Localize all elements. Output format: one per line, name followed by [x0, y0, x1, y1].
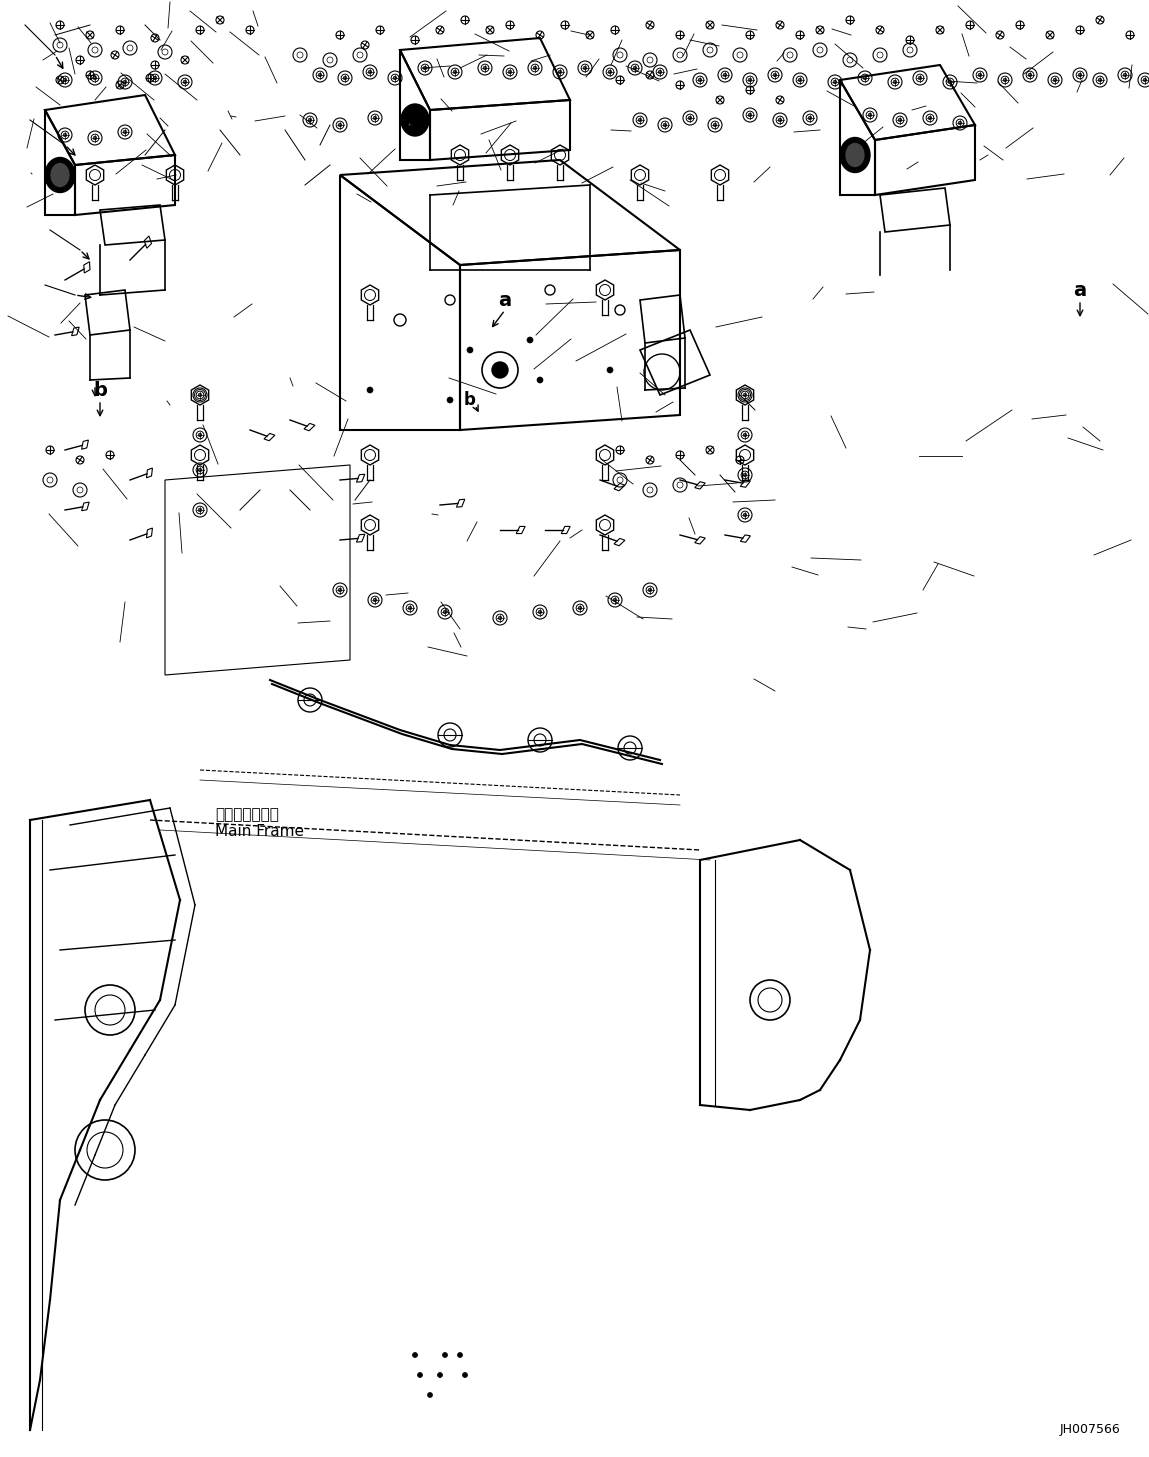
Circle shape: [743, 433, 747, 437]
Circle shape: [93, 76, 97, 80]
Text: a: a: [1073, 281, 1087, 300]
Circle shape: [318, 73, 322, 77]
Circle shape: [928, 117, 932, 119]
Circle shape: [658, 70, 662, 74]
Circle shape: [538, 610, 541, 613]
Circle shape: [714, 124, 717, 127]
Circle shape: [123, 80, 126, 83]
Circle shape: [199, 468, 202, 472]
Circle shape: [199, 393, 202, 396]
Circle shape: [63, 133, 67, 137]
Circle shape: [453, 70, 457, 74]
Circle shape: [1003, 79, 1007, 82]
Ellipse shape: [401, 103, 429, 136]
Ellipse shape: [840, 137, 870, 172]
Circle shape: [427, 1393, 432, 1397]
Circle shape: [344, 76, 347, 80]
Circle shape: [423, 66, 426, 70]
Circle shape: [508, 70, 511, 74]
Circle shape: [663, 124, 666, 127]
Text: b: b: [464, 390, 476, 409]
Circle shape: [408, 606, 411, 609]
Circle shape: [484, 66, 487, 70]
Circle shape: [527, 337, 533, 342]
Circle shape: [153, 76, 156, 80]
Circle shape: [899, 118, 902, 122]
Circle shape: [808, 117, 811, 119]
Circle shape: [1078, 73, 1081, 77]
Text: a: a: [499, 290, 511, 309]
Circle shape: [1143, 79, 1147, 82]
Circle shape: [442, 1352, 447, 1358]
Circle shape: [183, 80, 187, 83]
Circle shape: [417, 1372, 423, 1377]
Circle shape: [463, 1372, 468, 1377]
Circle shape: [533, 66, 537, 70]
Circle shape: [492, 361, 508, 377]
Circle shape: [743, 513, 747, 517]
Circle shape: [607, 367, 614, 373]
Circle shape: [748, 79, 751, 82]
Circle shape: [688, 117, 692, 119]
Circle shape: [869, 114, 872, 117]
Ellipse shape: [45, 157, 75, 192]
Circle shape: [558, 70, 562, 74]
Circle shape: [367, 388, 373, 393]
Circle shape: [447, 396, 453, 404]
Circle shape: [444, 610, 447, 613]
Circle shape: [918, 76, 921, 80]
Circle shape: [833, 80, 836, 83]
Circle shape: [799, 79, 802, 82]
Circle shape: [63, 79, 67, 82]
Circle shape: [638, 118, 642, 122]
Circle shape: [499, 616, 502, 619]
Text: Main Frame: Main Frame: [215, 825, 304, 839]
Text: b: b: [93, 380, 107, 399]
Circle shape: [199, 433, 202, 437]
Circle shape: [948, 80, 951, 83]
Circle shape: [438, 1372, 442, 1377]
Circle shape: [408, 124, 411, 127]
Circle shape: [373, 599, 377, 602]
Circle shape: [584, 66, 587, 70]
Circle shape: [773, 73, 777, 77]
Circle shape: [338, 589, 341, 592]
Circle shape: [748, 114, 751, 117]
Circle shape: [457, 1352, 463, 1358]
Circle shape: [393, 76, 396, 80]
Circle shape: [199, 508, 202, 511]
Circle shape: [412, 1352, 417, 1358]
Circle shape: [863, 76, 866, 80]
Circle shape: [368, 70, 372, 74]
Circle shape: [466, 347, 473, 353]
Circle shape: [743, 393, 747, 396]
Circle shape: [93, 137, 97, 140]
Circle shape: [633, 66, 637, 70]
Ellipse shape: [51, 163, 70, 188]
Circle shape: [578, 606, 581, 609]
Circle shape: [1098, 79, 1102, 82]
Circle shape: [537, 377, 543, 383]
Circle shape: [123, 130, 126, 134]
Text: メインフレーム: メインフレーム: [215, 807, 279, 823]
Circle shape: [699, 79, 702, 82]
Circle shape: [893, 80, 896, 83]
Circle shape: [338, 124, 341, 127]
Circle shape: [614, 599, 617, 602]
Circle shape: [1028, 73, 1032, 77]
Circle shape: [743, 474, 747, 476]
Circle shape: [958, 121, 962, 125]
Circle shape: [723, 73, 727, 77]
Circle shape: [608, 70, 611, 74]
Circle shape: [1054, 79, 1057, 82]
Circle shape: [1124, 73, 1127, 77]
Circle shape: [778, 118, 781, 122]
Text: JH007566: JH007566: [1059, 1423, 1120, 1437]
Circle shape: [648, 589, 651, 592]
Circle shape: [308, 118, 311, 122]
Circle shape: [978, 73, 981, 77]
Circle shape: [373, 117, 377, 119]
Ellipse shape: [845, 143, 865, 168]
